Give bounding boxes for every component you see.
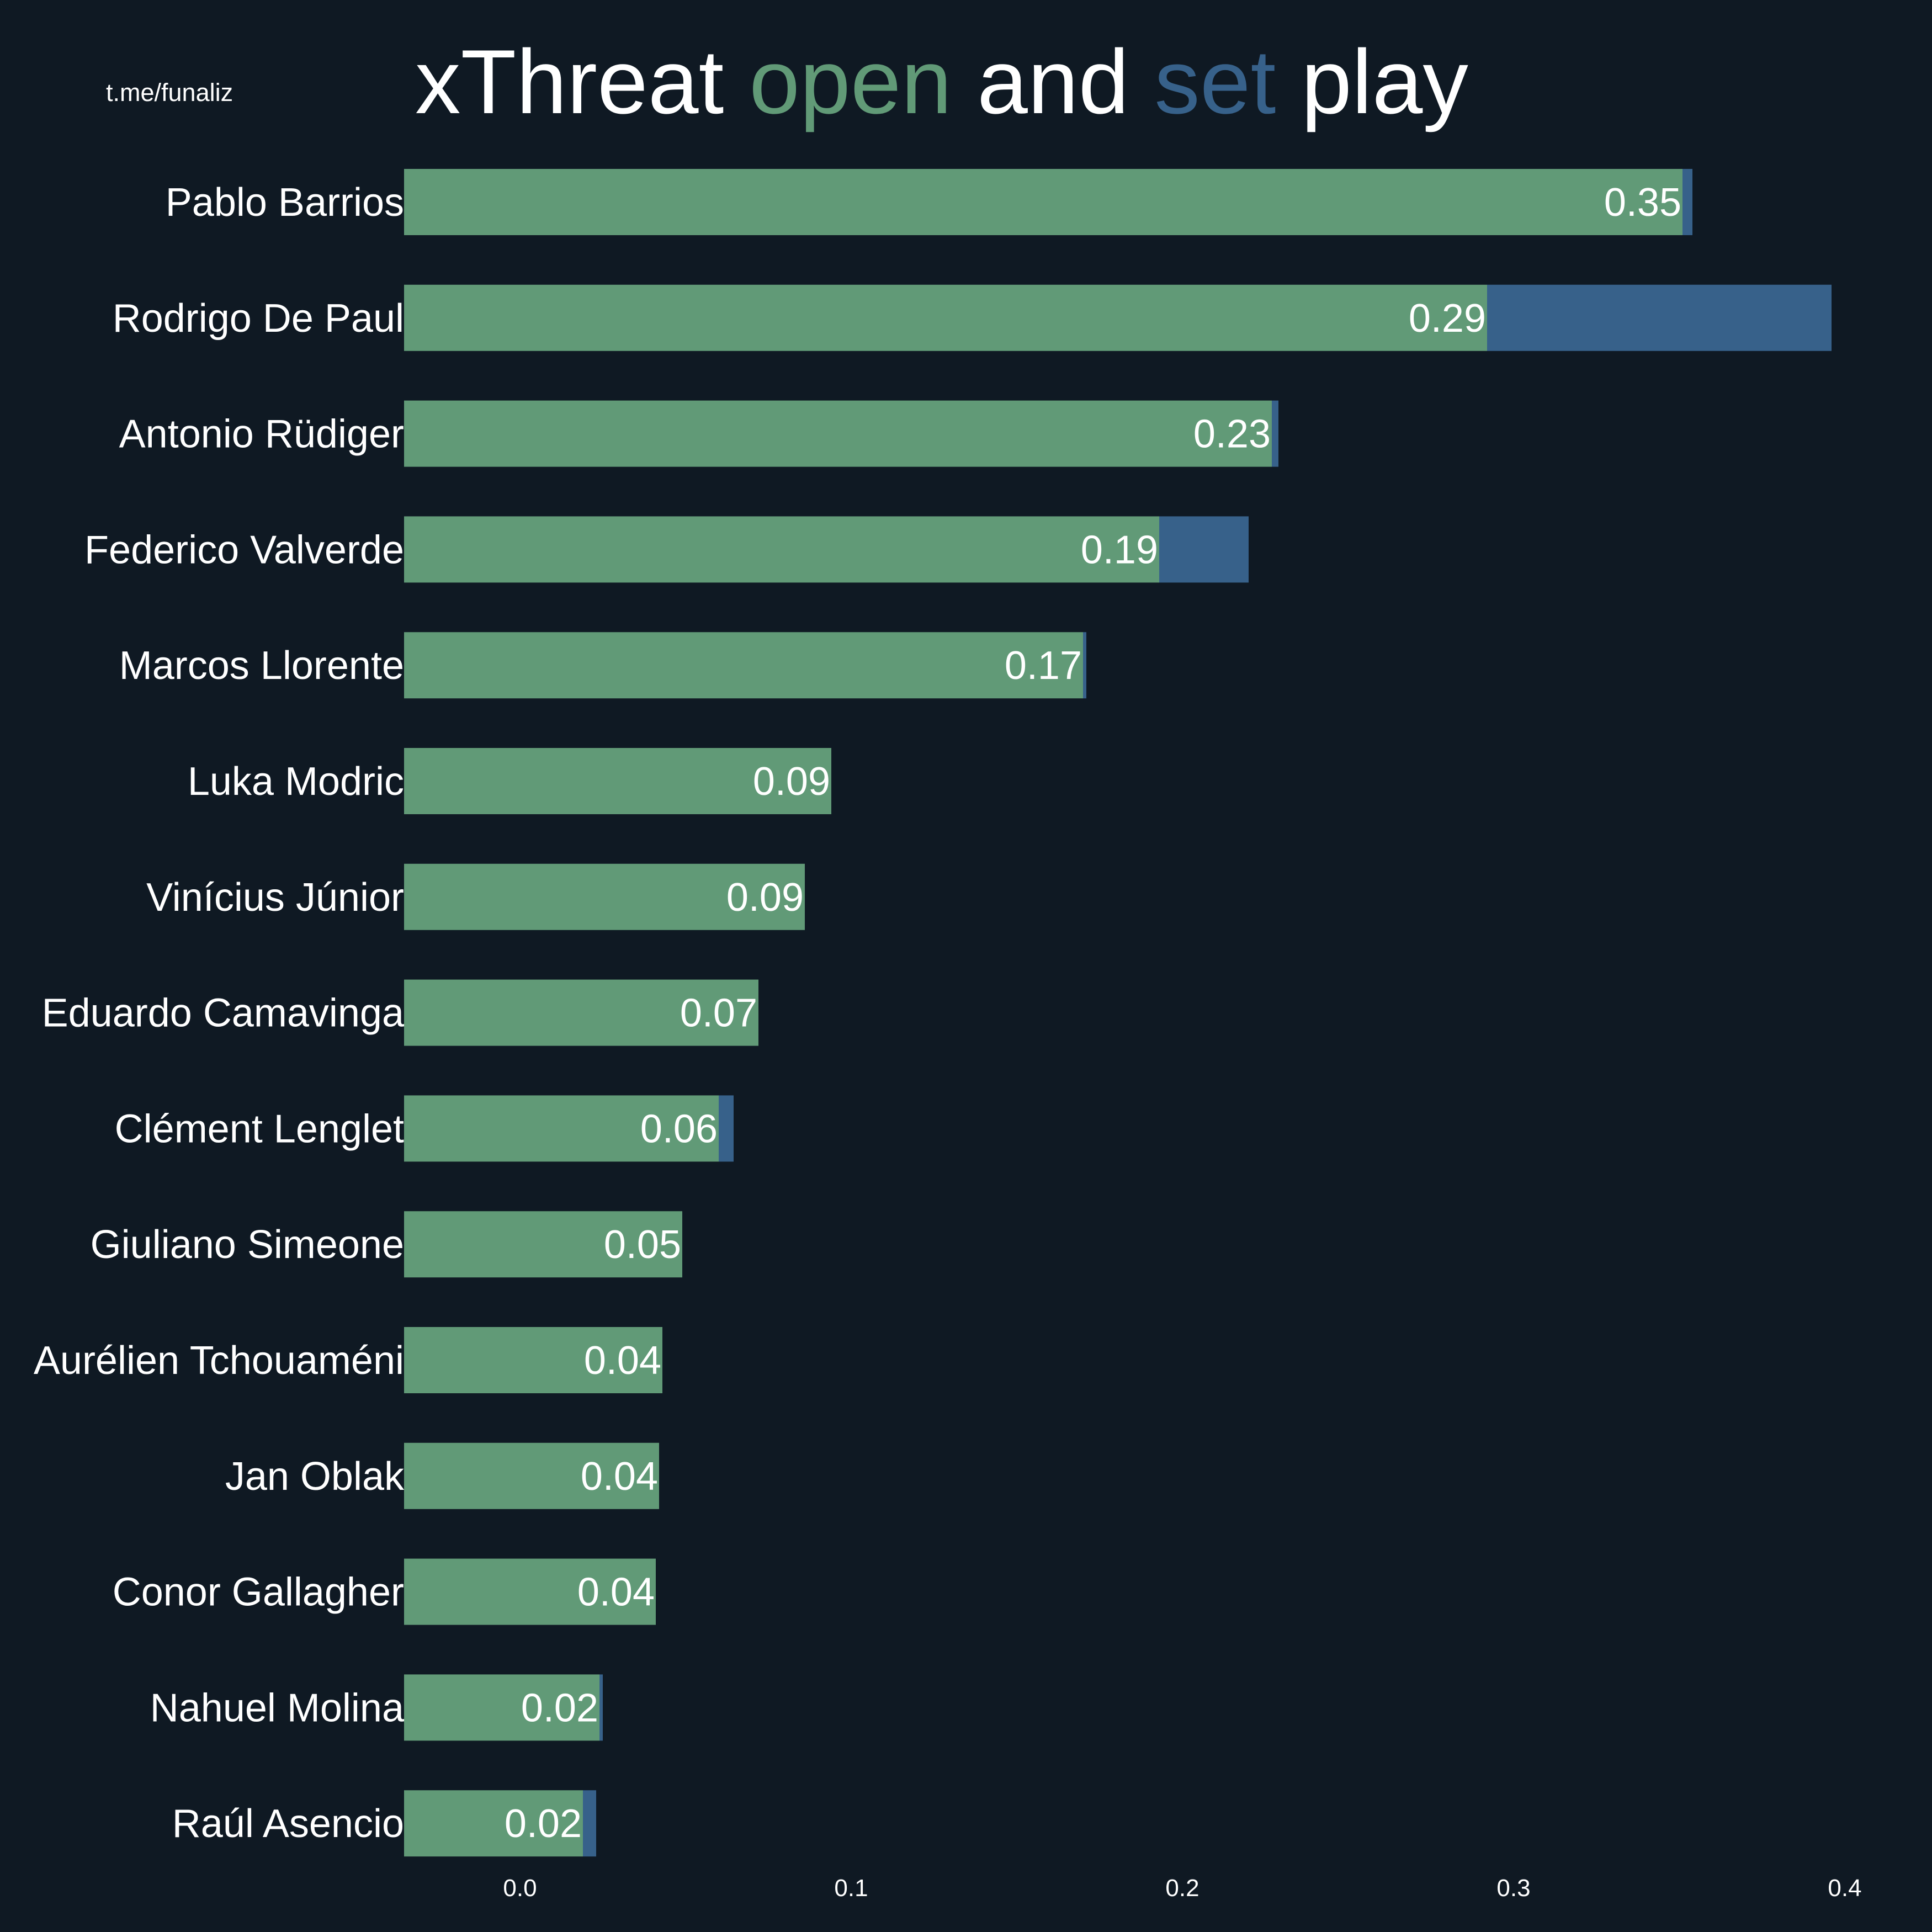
value-label: 0.19 — [1081, 528, 1158, 572]
bar-open — [404, 1790, 583, 1857]
bar-open — [404, 1442, 659, 1509]
bar-open — [404, 169, 1682, 235]
bar-open — [404, 284, 1487, 351]
bar-set — [583, 1790, 596, 1857]
category-label: Luka Modric — [188, 760, 404, 804]
bar-set — [719, 1095, 734, 1162]
category-label: Conor Gallagher — [113, 1570, 404, 1615]
bar-open — [404, 1674, 599, 1741]
bar-set — [1487, 284, 1832, 351]
bar-open — [404, 1558, 656, 1625]
category-label: Vinícius Júnior — [146, 875, 404, 920]
value-label: 0.04 — [584, 1339, 661, 1383]
bar-open — [404, 516, 1159, 583]
value-label: 0.09 — [753, 760, 830, 804]
category-label: Jan Oblak — [225, 1455, 405, 1499]
bar-open — [404, 632, 1083, 699]
value-label: 0.07 — [680, 991, 757, 1036]
category-label: Federico Valverde — [84, 528, 404, 572]
category-label: Nahuel Molina — [150, 1686, 405, 1730]
bar-open — [404, 1211, 682, 1278]
value-label: 0.02 — [505, 1802, 582, 1846]
bar-set — [1272, 400, 1278, 467]
value-label: 0.06 — [640, 1107, 718, 1151]
bar-open — [404, 979, 758, 1046]
value-label: 0.35 — [1604, 181, 1681, 225]
category-label: Clément Lenglet — [115, 1107, 404, 1151]
value-label: 0.02 — [521, 1686, 598, 1730]
value-label: 0.23 — [1193, 412, 1271, 457]
x-tick-label: 0.4 — [1828, 1875, 1861, 1902]
category-label: Antonio Rüdiger — [119, 412, 404, 457]
x-tick-label: 0.0 — [503, 1875, 537, 1902]
category-label: Raúl Asencio — [172, 1802, 404, 1846]
value-label: 0.17 — [1005, 644, 1082, 688]
x-tick-label: 0.1 — [834, 1875, 868, 1902]
category-label: Giuliano Simeone — [91, 1223, 404, 1267]
value-label: 0.05 — [604, 1223, 681, 1267]
value-label: 0.04 — [581, 1455, 658, 1499]
bar-open — [404, 1327, 662, 1393]
watermark: t.me/funaliz — [106, 78, 233, 107]
bar-set — [1159, 516, 1249, 583]
value-label: 0.04 — [577, 1570, 655, 1615]
category-label: Pablo Barrios — [166, 181, 404, 225]
bar-open — [404, 1095, 719, 1162]
title-part: xThreat — [415, 31, 724, 132]
bar-open — [404, 400, 1272, 467]
chart-title: xThreat open and set play — [415, 31, 1468, 132]
category-label: Eduardo Camavinga — [42, 991, 405, 1036]
x-tick-label: 0.2 — [1165, 1875, 1199, 1902]
x-tick-label: 0.3 — [1496, 1875, 1530, 1902]
bar-set — [1083, 632, 1086, 699]
bar-set — [599, 1674, 603, 1741]
value-label: 0.09 — [726, 875, 804, 920]
title-series-name: set — [1154, 31, 1276, 132]
title-series-name: open — [749, 31, 952, 132]
category-label: Rodrigo De Paul — [113, 296, 404, 341]
title-part: and — [977, 31, 1129, 132]
value-label: 0.29 — [1409, 296, 1486, 341]
title-part: play — [1301, 31, 1468, 132]
category-label: Aurélien Tchouaméni — [34, 1339, 404, 1383]
bar-set — [1682, 169, 1692, 235]
category-label: Marcos Llorente — [119, 644, 404, 688]
bar-open — [404, 748, 831, 814]
bar-open — [404, 863, 805, 930]
